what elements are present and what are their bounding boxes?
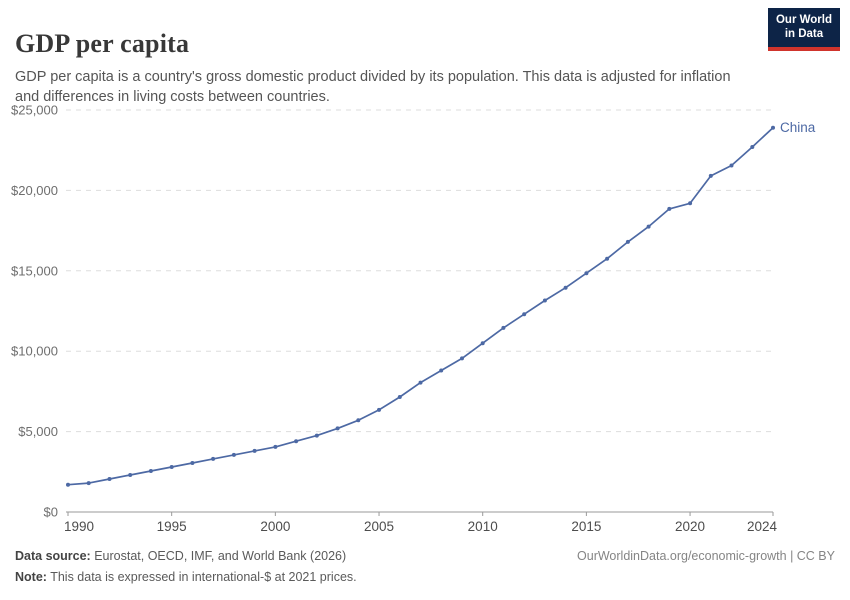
- line-chart-svg: $0 $5,000 $10,000 $15,000 $20,000 $25,000 1990…: [11, 103, 816, 535]
- x-axis-tick-label: 2020: [675, 519, 705, 534]
- owid-logo[interactable]: Our World in Data: [767, 8, 840, 51]
- note-line: Note: This data is expressed in internat…: [15, 567, 357, 588]
- data-point[interactable]: [625, 239, 630, 244]
- x-axis-tick-label: 2000: [260, 519, 290, 534]
- data-source-line: Data source: Eurostat, OECD, IMF, and Wo…: [15, 546, 357, 567]
- data-point[interactable]: [294, 439, 299, 444]
- data-point[interactable]: [397, 395, 402, 399]
- data-point[interactable]: [169, 465, 174, 469]
- y-axis-tick-label: $25,000: [11, 103, 58, 118]
- data-point[interactable]: [66, 482, 70, 487]
- chart-footer: Data source: Eurostat, OECD, IMF, and Wo…: [15, 546, 835, 587]
- y-axis-tick-label: $0: [44, 505, 58, 520]
- page-title: GDP per capita: [15, 29, 190, 59]
- data-point[interactable]: [501, 325, 506, 330]
- data-point[interactable]: [190, 461, 195, 465]
- x-axis-tick-label: 2010: [468, 519, 498, 534]
- data-point[interactable]: [729, 163, 734, 168]
- data-point[interactable]: [211, 456, 216, 461]
- data-point[interactable]: [584, 271, 589, 276]
- data-point[interactable]: [231, 452, 236, 457]
- owid-url-link[interactable]: OurWorldinData.org/economic-growth | CC …: [577, 549, 835, 563]
- y-axis-tick-label: $5,000: [18, 424, 58, 439]
- data-point[interactable]: [252, 448, 257, 453]
- chart-subtitle: GDP per capita is a country's gross dome…: [15, 68, 731, 105]
- data-point[interactable]: [418, 380, 423, 385]
- data-point[interactable]: [522, 312, 527, 317]
- y-axis-tick-label: $10,000: [11, 344, 58, 359]
- note-text: This data is expressed in international-…: [46, 569, 357, 584]
- data-point[interactable]: [460, 356, 464, 361]
- data-point[interactable]: [273, 444, 278, 449]
- data-point[interactable]: [605, 256, 610, 261]
- data-point[interactable]: [708, 173, 713, 178]
- x-axis-tick-label: 2024: [747, 519, 778, 534]
- owid-logo-line2: in Data: [784, 28, 824, 41]
- x-axis-tick-label: 2015: [571, 519, 601, 534]
- data-point[interactable]: [480, 341, 485, 346]
- series-label-china[interactable]: China: [780, 120, 816, 135]
- data-point[interactable]: [128, 473, 133, 477]
- data-point[interactable]: [377, 407, 381, 412]
- data-point[interactable]: [439, 368, 444, 373]
- owid-logo-line1: Our World: [775, 14, 832, 26]
- x-axis-tick-label: 1990: [64, 519, 94, 534]
- y-axis-tick-label: $15,000: [11, 263, 58, 278]
- data-point[interactable]: [335, 426, 340, 431]
- data-point[interactable]: [771, 125, 775, 130]
- data-point[interactable]: [667, 206, 672, 211]
- data-point[interactable]: [542, 298, 547, 303]
- data-point[interactable]: [86, 481, 91, 486]
- data-point[interactable]: [107, 477, 112, 481]
- data-source-text: Eurostat, OECD, IMF, and World Bank (202…: [90, 549, 347, 563]
- data-point[interactable]: [688, 201, 693, 206]
- note-label: Note:: [15, 569, 47, 584]
- data-point[interactable]: [750, 145, 755, 149]
- data-point[interactable]: [356, 418, 361, 423]
- y-axis-tick-label: $20,000: [11, 183, 58, 198]
- data-point[interactable]: [563, 285, 568, 290]
- data-point[interactable]: [646, 224, 651, 229]
- data-point[interactable]: [148, 469, 153, 473]
- x-axis-tick-label: 2005: [364, 519, 394, 534]
- data-source-label: Data source:: [15, 549, 91, 563]
- data-point[interactable]: [314, 433, 319, 438]
- x-axis-tick-label: 1995: [157, 519, 187, 534]
- footer-left: Data source: Eurostat, OECD, IMF, and Wo…: [15, 546, 357, 587]
